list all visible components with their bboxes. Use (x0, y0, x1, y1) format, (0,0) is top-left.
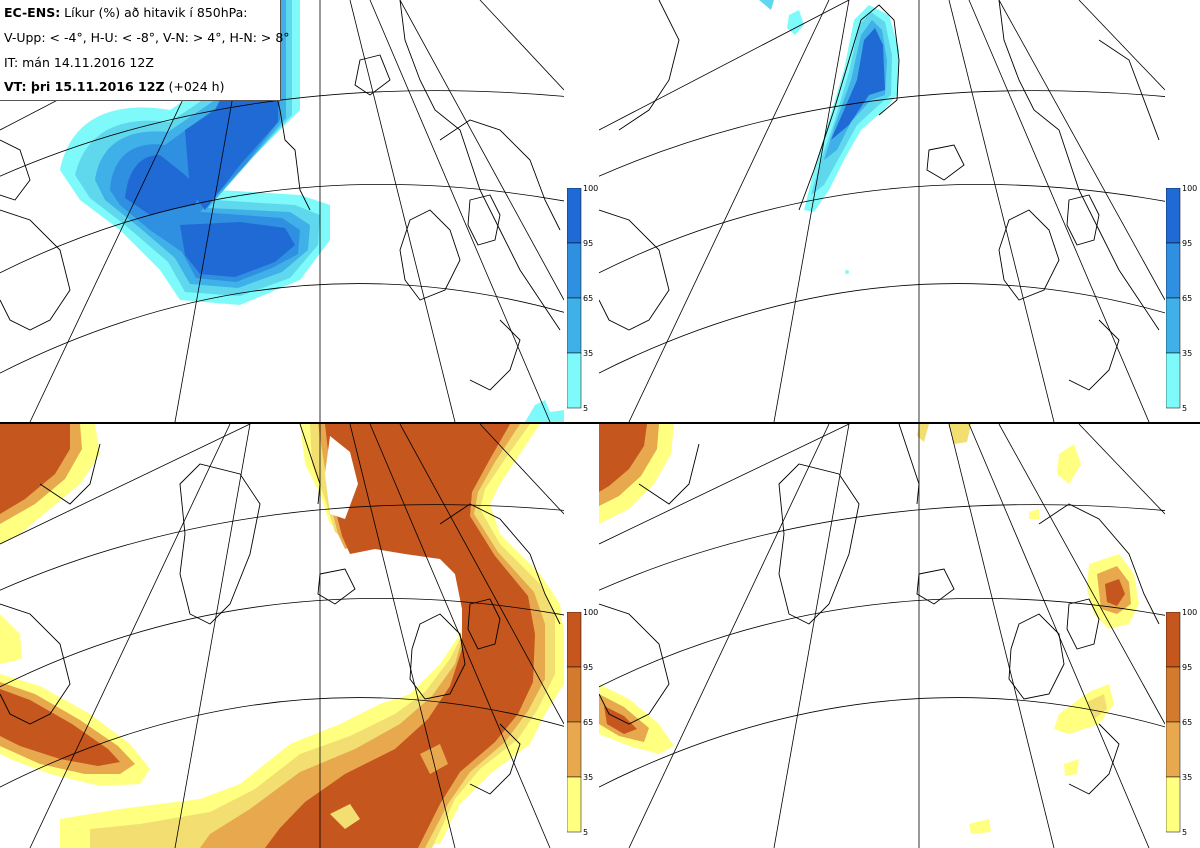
colorbar-tick: 100 (583, 608, 599, 617)
colorbar-tick: 35 (583, 773, 594, 782)
colorbar-tick: 95 (583, 663, 594, 672)
colorbar-tick: 5 (1182, 404, 1188, 413)
product-name: EC-ENS: (4, 5, 61, 20)
colorbar-gradient (567, 612, 582, 833)
probability-shading (0, 424, 564, 848)
map-graticule (599, 424, 1165, 848)
colorbar-tick: 35 (1182, 773, 1193, 782)
forecast-info-box: EC-ENS: Líkur (%) að hitavik í 850hPa: V… (0, 0, 290, 101)
valid-time: VT: þri 15.11.2016 12Z (4, 79, 165, 94)
colorbar-warm-right: 100 95 65 35 5 (1166, 608, 1200, 837)
probability-shading (599, 424, 1139, 834)
colorbar-gradient (1166, 188, 1181, 409)
colorbar-tick: 95 (1182, 663, 1193, 672)
panel-divider (0, 422, 1200, 424)
colorbar-warm-left: 100 95 65 35 5 (567, 608, 601, 837)
colorbar-cold-right: 100 95 65 35 5 (1166, 184, 1200, 413)
colorbar-tick: 65 (583, 294, 594, 303)
probability-map (599, 0, 1165, 422)
probability-shading (759, 0, 899, 274)
colorbar-tick: 100 (1182, 608, 1198, 617)
colorbar-gradient (567, 188, 582, 409)
colorbar-tick: 35 (1182, 349, 1193, 358)
init-time: IT: mán 14.11.2016 12Z (4, 55, 154, 70)
colorbar-tick: 5 (1182, 828, 1188, 837)
colorbar-tick: 95 (583, 239, 594, 248)
coastlines (0, 424, 561, 795)
map-panel-warm-moderate (0, 424, 564, 848)
coastlines (599, 424, 1160, 795)
colorbar-tick: 35 (583, 349, 594, 358)
product-description: Líkur (%) að hitavik í 850hPa: (60, 5, 248, 20)
colorbar-tick: 65 (1182, 294, 1193, 303)
colorbar-tick: 65 (583, 718, 594, 727)
colorbar-tick: 100 (1182, 184, 1198, 193)
map-graticule (599, 0, 1165, 422)
colorbar-tick: 100 (583, 184, 599, 193)
map-graticule (0, 424, 564, 848)
map-panel-cold-strong (599, 0, 1165, 422)
probability-map (599, 424, 1165, 848)
lead-time: (+024 h) (164, 79, 225, 94)
threshold-legend: V-Upp: < -4°, H-U: < -8°, V-N: > 4°, H-N… (4, 30, 290, 45)
coastlines (599, 0, 1160, 391)
colorbar-gradient (1166, 612, 1181, 833)
colorbar-tick: 5 (583, 404, 589, 413)
probability-map (0, 424, 564, 848)
colorbar-tick: 95 (1182, 239, 1193, 248)
colorbar-tick: 5 (583, 828, 589, 837)
map-panel-cold-moderate: EC-ENS: Líkur (%) að hitavik í 850hPa: V… (0, 0, 564, 422)
colorbar-tick: 65 (1182, 718, 1193, 727)
colorbar-cold-left: 100 95 65 35 5 (567, 184, 601, 413)
map-panel-warm-strong (599, 424, 1165, 848)
